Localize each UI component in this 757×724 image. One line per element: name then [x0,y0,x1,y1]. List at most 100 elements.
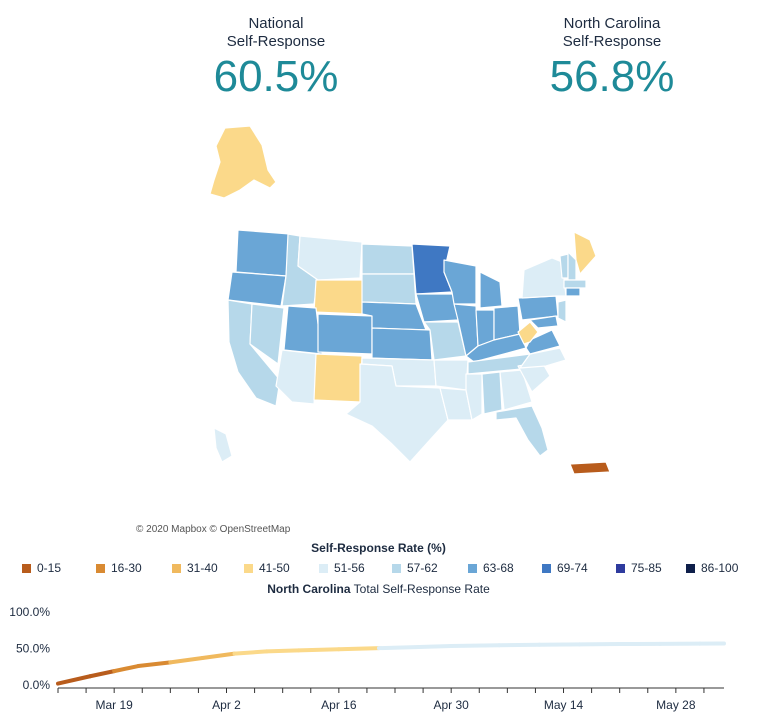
legend-swatch [468,563,477,573]
region-nebraska[interactable] [361,301,427,331]
region-washington[interactable] [235,229,291,277]
chart-title-bold: North Carolina [267,582,351,596]
region-connecticut[interactable] [565,287,581,297]
x-tick-label: Apr 16 [321,698,357,712]
choropleth-map[interactable] [0,110,757,480]
region-montana[interactable] [297,235,363,281]
legend-label: 63-68 [483,561,514,575]
x-tick-label: May 14 [544,698,584,712]
legend-swatch [172,563,181,573]
chart-title: North Carolina Total Self-Response Rate [0,582,757,596]
legend-label: 69-74 [557,561,588,575]
series-line-segment [376,645,422,651]
legend-item[interactable]: 51-56 [319,560,365,576]
legend-swatch [96,563,105,573]
region-colorado[interactable] [317,313,373,355]
series-line-segment [168,655,205,665]
legend-item[interactable]: 69-74 [542,560,588,576]
region-wyoming[interactable] [313,279,365,315]
legend-item[interactable]: 75-85 [616,560,662,576]
region-new-hampshire[interactable] [567,251,577,281]
region-arkansas[interactable] [433,359,469,391]
nc-value: 56.8% [549,52,675,101]
chart-title-rest: Total Self-Response Rate [350,582,490,596]
legend-item[interactable]: 16-30 [96,560,142,576]
region-nevada[interactable] [249,303,285,365]
self-response-line-chart[interactable]: 0.0% 50.0% 100.0% Mar 19 Apr 2 Apr 16 Apr 30 Ma… [0,598,757,724]
y-tick-label: 0.0% [23,678,51,692]
series-line-segment [497,642,542,648]
national-label-line1: National [248,15,304,32]
region-texas[interactable] [345,363,449,463]
x-tick-label: Apr 30 [434,698,470,712]
region-mississippi[interactable] [465,373,483,421]
region-oregon[interactable] [227,271,287,307]
region-florida[interactable] [495,405,549,457]
region-alabama[interactable] [481,371,503,415]
nc-label-line1: North Carolina [563,15,661,32]
region-vermont[interactable] [559,253,569,279]
region-kansas[interactable] [371,327,433,361]
region-new-jersey[interactable] [557,299,567,323]
y-tick-label: 100.0% [9,605,50,619]
legend-item[interactable]: 63-68 [468,560,514,576]
national-stat: National Self-Response 60.5% [166,15,386,101]
series-line-segment [417,643,454,650]
legend-swatch [616,563,625,573]
region-new-york[interactable] [521,257,567,299]
region-new-mexico[interactable] [313,353,363,403]
region-iowa[interactable] [415,293,459,323]
region-north-dakota[interactable] [361,243,415,275]
legend-title: Self-Response Rate (%) [311,541,446,555]
region-maine[interactable] [573,231,597,275]
region-hawaii[interactable] [213,427,233,463]
north-carolina-stat: North Carolina Self-Response 56.8% [502,15,722,101]
national-value: 60.5% [213,52,339,101]
region-georgia[interactable] [499,369,533,411]
y-tick-label: 50.0% [16,642,50,656]
region-maryland[interactable] [529,315,559,329]
region-massachusetts[interactable] [563,279,587,289]
legend-label: 31-40 [187,561,218,575]
nc-label-line2: Self-Response [562,33,662,50]
region-west-virginia[interactable] [517,321,539,345]
series-line-segment [136,660,173,669]
legend-label: 51-56 [334,561,365,575]
region-south-dakota[interactable] [361,273,417,305]
legend-label: 16-30 [111,561,142,575]
series-line-segment [232,649,269,656]
legend-label: 57-62 [407,561,438,575]
legend-swatch [542,563,551,573]
legend-item[interactable]: 57-62 [392,560,438,576]
x-tick-label: Mar 19 [95,698,133,712]
region-alaska[interactable] [209,125,277,199]
legend-item[interactable]: 31-40 [172,560,218,576]
series-line-segment [200,651,237,660]
x-tick-label: Apr 2 [212,698,241,712]
series-line-segment [88,669,117,679]
region-puerto-rico[interactable] [569,461,611,475]
legend: 0-15 16-30 31-40 41-50 51-56 57-62 63-68… [22,560,752,576]
legend-label: 0-15 [37,561,62,575]
series-line-segment [449,643,502,648]
series-line-segment [264,648,301,654]
x-tick-label: May 28 [656,698,696,712]
region-north-carolina[interactable] [519,347,567,369]
region-arizona[interactable] [275,349,319,405]
legend-label: 75-85 [631,561,662,575]
legend-swatch [686,563,695,573]
legend-item[interactable]: 41-50 [244,560,290,576]
national-label-line2: Self-Response [226,33,326,50]
legend-swatch [22,563,31,573]
legend-label: 86-100 [701,561,739,575]
legend-swatch [392,563,401,573]
region-missouri[interactable] [423,321,467,361]
legend-item[interactable]: 0-15 [22,560,61,576]
legend-item[interactable]: 86-100 [686,560,738,576]
region-michigan[interactable] [479,271,503,309]
series-line-segment [112,664,141,674]
series-line-segment [296,647,341,653]
legend-label: 41-50 [259,561,290,575]
map-attribution: © 2020 Mapbox © OpenStreetMap [136,524,291,535]
series-line-segment [56,674,93,686]
